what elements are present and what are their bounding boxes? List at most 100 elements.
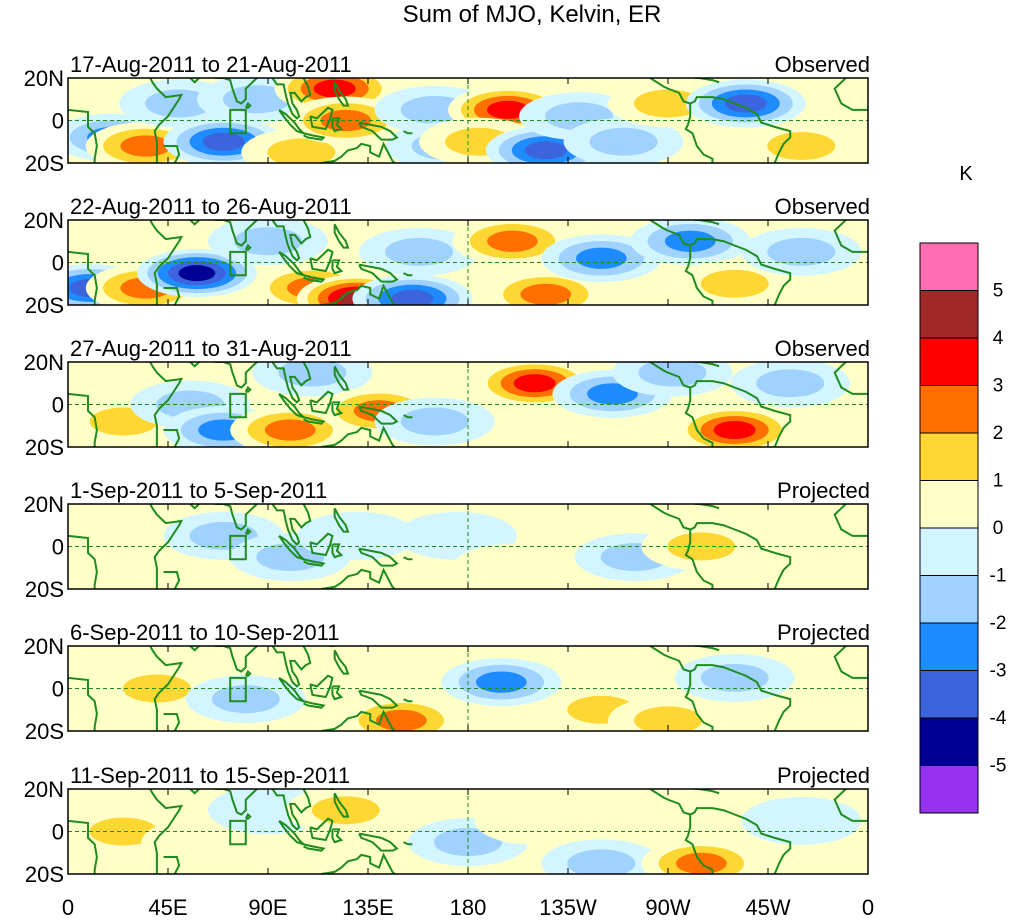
coastline <box>244 101 252 109</box>
anomaly-contour <box>700 269 769 298</box>
coastline <box>358 121 399 141</box>
lon-label: 90W <box>645 895 690 920</box>
coastline <box>271 646 312 688</box>
coastline <box>244 243 252 251</box>
coastline <box>303 274 326 283</box>
anomaly-contour <box>391 289 434 305</box>
anomaly-7 <box>608 696 728 731</box>
lat-label: 20N <box>24 634 64 659</box>
anomaly-contour <box>756 369 825 398</box>
anomaly-contour <box>264 419 316 441</box>
coastline <box>271 362 312 404</box>
panel-status: Observed <box>775 194 870 219</box>
lat-label: 0 <box>52 677 64 702</box>
anomaly-contour <box>476 671 527 693</box>
lat-label: 20N <box>24 66 64 91</box>
coastlines <box>68 78 868 163</box>
colorbar-box <box>919 527 979 576</box>
lat-label: 0 <box>52 535 64 560</box>
coastline <box>163 571 181 589</box>
colorbar: K 5 4 3 2 1 0 -1 -2 -3 -4 -5 <box>919 163 1007 814</box>
coastline <box>684 245 714 305</box>
anomaly-2 <box>141 818 262 867</box>
coastline <box>331 401 344 417</box>
coastline <box>333 365 350 391</box>
anomaly-contour <box>767 132 836 160</box>
anomaly-contour <box>452 543 573 589</box>
anomaly-11 <box>674 406 795 447</box>
anomaly-contour <box>178 265 216 282</box>
coastline <box>321 709 396 731</box>
lat-label: 20N <box>24 777 64 802</box>
anomaly-contour <box>202 132 245 151</box>
anomaly-15 <box>563 117 684 163</box>
anomaly-contour <box>487 230 538 252</box>
coastline <box>163 713 181 731</box>
coastline <box>189 362 200 368</box>
coastline <box>163 145 181 163</box>
lat-label: 20S <box>25 577 64 602</box>
anomaly-contour <box>767 237 836 266</box>
colorbar-tick-label: 4 <box>993 328 1004 349</box>
region-box <box>229 819 247 846</box>
colorbar-tick-label: -2 <box>990 613 1007 634</box>
region-box <box>229 392 247 419</box>
colorbar-unit: K <box>959 163 973 185</box>
anomaly-4 <box>163 117 284 163</box>
panel-3: 27-Aug-2011 to 31-Aug-2011 Observed 20N 0 20… <box>24 336 870 460</box>
anomaly-contour <box>520 283 572 305</box>
lat-label: 20S <box>25 719 64 744</box>
lat-label: 0 <box>52 820 64 845</box>
panel-4: 1-Sep-2011 to 5-Sep-2011 Projected 20N 0 20S <box>24 478 870 602</box>
colorbar-box <box>919 290 979 339</box>
coastline <box>163 287 181 305</box>
anomaly-4 <box>230 406 351 447</box>
colorbar-box <box>919 765 979 814</box>
coastline <box>309 106 334 131</box>
coastlines <box>68 789 868 874</box>
panel-6: 11-Sep-2011 to 15-Sep-2011 Projected 20N 0 2… <box>24 763 870 887</box>
coastline <box>309 817 334 842</box>
anomaly-contour <box>700 663 769 692</box>
coastline <box>358 547 399 567</box>
coastlines <box>68 504 868 589</box>
coastline <box>68 250 98 305</box>
coastline <box>309 532 334 557</box>
lat-label: 20N <box>24 492 64 517</box>
coastline <box>331 685 344 701</box>
coastline <box>833 78 868 111</box>
coastline <box>68 392 98 447</box>
panel-status: Observed <box>775 336 870 361</box>
coastline <box>331 117 344 133</box>
anomaly-contour <box>145 89 214 118</box>
coastline <box>684 814 714 874</box>
panel-date-range: 27-Aug-2011 to 31-Aug-2011 <box>70 336 352 361</box>
coastline <box>333 649 350 675</box>
anomaly-contour <box>513 374 556 393</box>
lat-label: 20S <box>25 435 64 460</box>
coastline <box>68 676 98 731</box>
coastline <box>403 272 413 277</box>
coastline <box>649 78 792 163</box>
colorbar-box <box>919 670 979 719</box>
lon-label: 180 <box>450 895 487 920</box>
lat-label: 20S <box>25 293 64 318</box>
colorbar-box <box>919 575 979 624</box>
panel-status: Projected <box>777 478 870 503</box>
colorbar-tick-label: 2 <box>993 423 1004 444</box>
lon-label: 45W <box>745 895 790 920</box>
anomaly-5 <box>441 658 562 707</box>
anomaly-contour <box>634 706 702 731</box>
coastline <box>649 789 792 874</box>
region-box <box>229 534 247 561</box>
coastline <box>149 362 184 447</box>
lat-label: 20S <box>25 151 64 176</box>
coastline <box>331 259 344 275</box>
coastline <box>68 108 98 163</box>
coastline <box>684 671 714 731</box>
coastline <box>649 362 792 447</box>
anomaly-contour <box>278 362 347 387</box>
panels: 17-Aug-2011 to 21-Aug-2011 Observed 20N 0 20… <box>24 52 870 887</box>
lon-label: 135E <box>342 895 393 920</box>
coastline <box>149 504 184 589</box>
